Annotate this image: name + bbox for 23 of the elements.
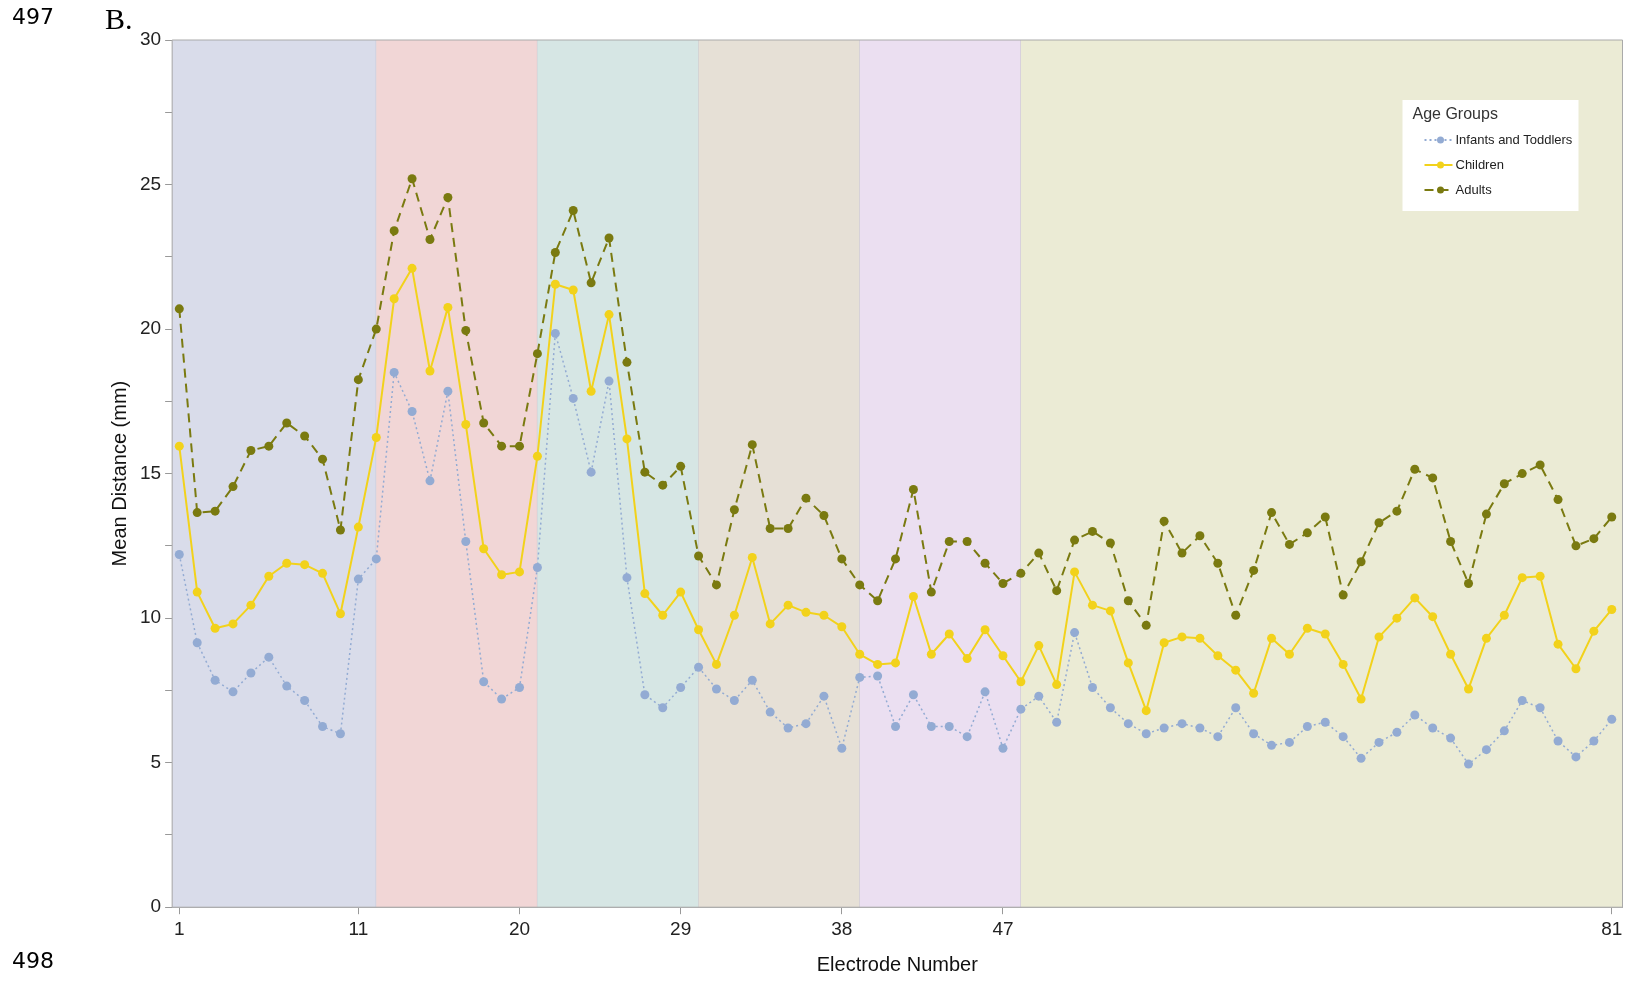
x-tick-label: 20: [508, 917, 531, 939]
y-tick-label: 15: [139, 461, 162, 483]
x-axis-title: Electrode Number: [816, 952, 979, 975]
y-tick-label: 5: [150, 750, 162, 772]
x-tick-label: 11: [348, 917, 369, 939]
legend-label: Adults: [1455, 181, 1493, 197]
y-tick-label: 30: [139, 28, 162, 50]
legend-label: Infants and Toddlers: [1455, 131, 1573, 147]
x-tick-label: 81: [1601, 917, 1623, 939]
x-tick-label: 47: [992, 917, 1014, 939]
x-tick-label: 29: [670, 917, 692, 939]
y-tick-label: 25: [139, 172, 162, 194]
text: 498: [12, 948, 54, 973]
y-tick-label: 20: [139, 317, 162, 339]
text: 497: [12, 4, 54, 29]
x-tick-label: 1: [174, 917, 185, 939]
legend-label: Children: [1455, 156, 1504, 172]
chart-title: B.: [105, 2, 133, 36]
legend-title: Age Groups: [1412, 105, 1498, 123]
y-tick-label: 10: [139, 606, 162, 628]
x-tick-label: 38: [831, 917, 853, 939]
y-axis-title: Mean Distance (mm): [107, 380, 130, 567]
y-tick-label: 0: [150, 895, 162, 917]
